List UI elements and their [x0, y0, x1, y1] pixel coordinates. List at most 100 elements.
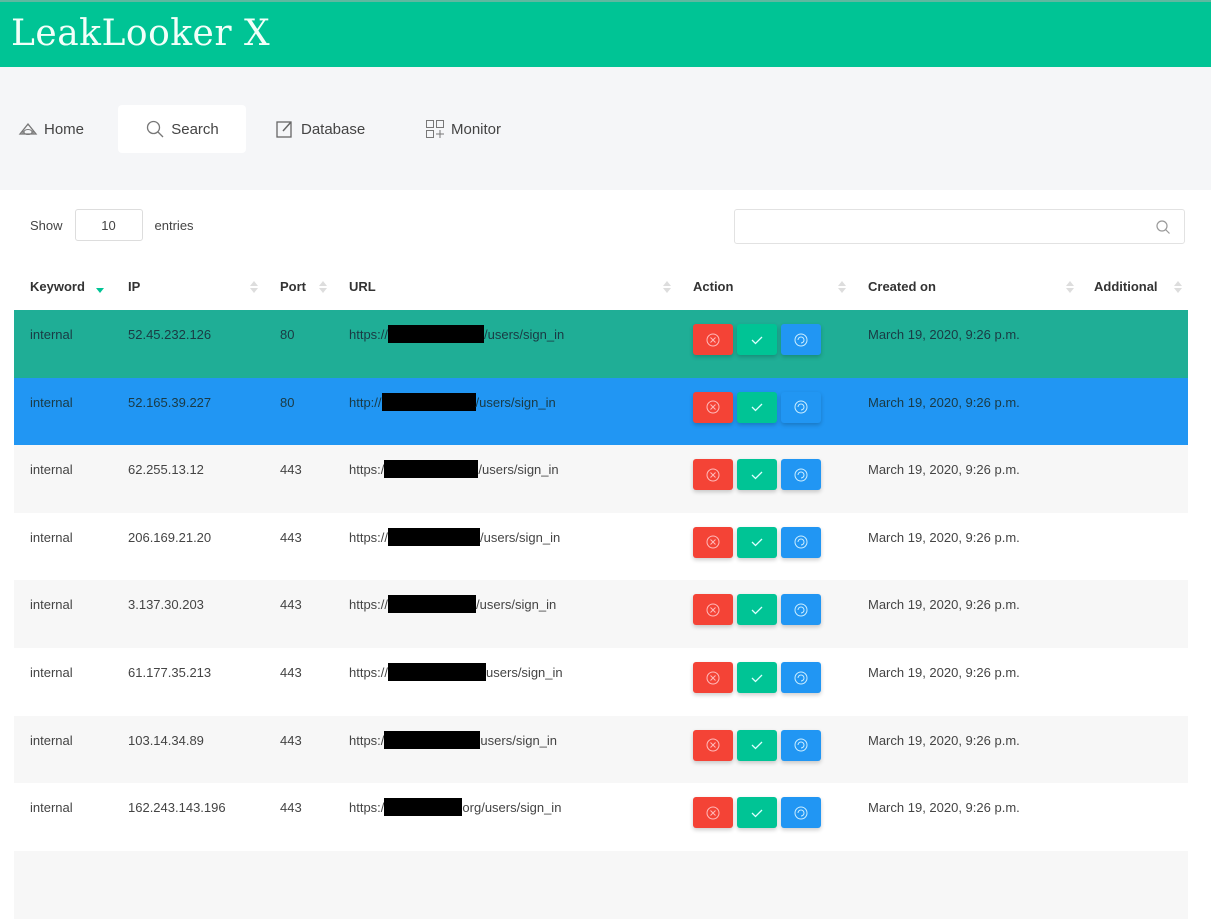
tab-database[interactable]: Database [275, 105, 365, 153]
table-row[interactable]: internal 52.165.39.227 80 http:// /users/… [14, 377, 1188, 446]
close-circle-icon [706, 333, 720, 346]
ip-cell: 62.255.13.12 [128, 462, 204, 478]
port-cell: 443 [280, 529, 302, 545]
reject-button[interactable] [693, 324, 733, 355]
approve-button[interactable] [737, 324, 777, 355]
reject-button[interactable] [693, 729, 733, 761]
table-row[interactable]: internal 52.45.232.126 80 https:// /users… [14, 310, 1188, 378]
action-buttons [693, 594, 821, 626]
reject-button[interactable] [693, 459, 733, 491]
check-icon [751, 403, 763, 412]
redacted-host [384, 460, 479, 479]
check-icon [751, 538, 763, 547]
column-header[interactable]: URL [349, 279, 376, 294]
action-buttons [693, 459, 821, 491]
reject-button[interactable] [693, 526, 733, 558]
reject-button[interactable] [693, 391, 733, 423]
url-prefix: https:// [349, 327, 389, 342]
sort-icon[interactable] [319, 280, 327, 294]
port-cell: 443 [280, 665, 302, 680]
table-row[interactable]: internal 3.137.30.203 443 https:// /users… [14, 580, 1188, 649]
refresh-button[interactable] [781, 729, 821, 761]
tab-search[interactable]: Search [118, 105, 246, 153]
url-cell[interactable]: https:// /users/sign_in [349, 325, 565, 344]
table-search-input[interactable] [734, 209, 1185, 244]
url-prefix: http:// [349, 394, 382, 410]
search-icon [147, 120, 164, 138]
refresh-button[interactable] [781, 594, 821, 626]
sort-icon[interactable] [838, 280, 846, 294]
entries-input[interactable] [74, 209, 143, 241]
refresh-button[interactable] [781, 526, 821, 558]
tab-home[interactable]: Home [18, 105, 84, 153]
url-cell[interactable]: http:// /users/sign_in [349, 392, 556, 411]
url-cell[interactable]: https://users/sign_in [349, 460, 559, 479]
created-cell: March 19, 2020, 9:26 p.m. [868, 800, 1020, 816]
url-suffix: /users/sign_in [484, 327, 565, 342]
refresh-button[interactable] [781, 662, 821, 693]
keyword-cell: internal [30, 597, 73, 613]
url-cell[interactable]: https:/ org/users/sign_in [349, 798, 561, 817]
reject-button[interactable] [693, 594, 733, 626]
column-header[interactable]: Created on [868, 279, 936, 294]
table-row[interactable] [14, 851, 1188, 919]
column-header[interactable]: Additional [1094, 279, 1158, 294]
check-icon [751, 471, 763, 480]
table-row[interactable]: internal 62.255.13.12 443 https:/ /users/… [14, 445, 1188, 514]
table-row[interactable]: internal 103.14.34.89 443 https:/ users/s… [14, 715, 1188, 784]
approve-button[interactable] [737, 729, 777, 761]
refresh-button[interactable] [781, 797, 821, 829]
refresh-button[interactable] [781, 459, 821, 491]
sort-icon[interactable] [250, 280, 258, 294]
reject-button[interactable] [693, 797, 733, 829]
refresh-icon [794, 400, 808, 414]
url-cell[interactable]: https:/ users/sign_in [349, 730, 557, 749]
sort-desc-icon[interactable] [96, 280, 104, 294]
keyword-cell: internal [30, 800, 73, 816]
tab-monitor[interactable]: Monitor [425, 105, 501, 153]
check-icon [751, 741, 763, 750]
column-header[interactable]: Action [693, 279, 734, 294]
edit-icon [276, 121, 292, 138]
ip-cell: 52.45.232.126 [128, 327, 212, 342]
entries-control: Show entries [30, 209, 194, 241]
check-icon [751, 606, 763, 615]
check-icon [751, 674, 763, 682]
redacted-host [388, 325, 485, 344]
port-cell: 443 [280, 597, 302, 613]
refresh-icon [794, 468, 808, 482]
ip-cell: 3.137.30.203 [128, 597, 204, 613]
keyword-cell: internal [30, 394, 73, 410]
approve-button[interactable] [737, 662, 777, 693]
url-prefix: https:// [349, 665, 389, 680]
sort-icon[interactable] [1174, 280, 1182, 294]
approve-button[interactable] [737, 459, 777, 491]
column-header[interactable]: Port [280, 279, 306, 294]
table-row[interactable]: internal 61.177.35.213 443 https:// users… [14, 648, 1188, 716]
action-buttons [693, 797, 821, 829]
column-header[interactable]: IP [128, 279, 141, 294]
action-buttons [693, 391, 821, 423]
sort-icon[interactable] [663, 280, 671, 294]
url-cell[interactable]: https:// /users/sign_in [349, 595, 556, 614]
redacted-host [381, 392, 476, 411]
approve-button[interactable] [737, 797, 777, 829]
show-label: Show [30, 217, 63, 233]
url-prefix: https:/ [349, 732, 385, 748]
refresh-button[interactable] [781, 324, 821, 355]
approve-button[interactable] [737, 594, 777, 626]
url-cell[interactable]: https:// /users/sign_in [349, 527, 560, 546]
sort-icon[interactable] [1066, 280, 1074, 294]
refresh-icon [794, 535, 808, 549]
action-buttons [693, 662, 821, 693]
table-row[interactable]: internal 162.243.143.196 443 https:/ org/… [14, 783, 1188, 852]
reject-button[interactable] [693, 662, 733, 693]
approve-button[interactable] [737, 526, 777, 558]
created-cell: March 19, 2020, 9:26 p.m. [868, 665, 1020, 680]
approve-button[interactable] [737, 391, 777, 423]
check-icon [751, 336, 763, 344]
column-header[interactable]: Keyword [30, 279, 85, 294]
refresh-button[interactable] [781, 391, 821, 423]
url-cell[interactable]: https://users/sign_in [349, 663, 563, 682]
table-row[interactable]: internal 206.169.21.20 443 https:// /user… [14, 512, 1188, 581]
